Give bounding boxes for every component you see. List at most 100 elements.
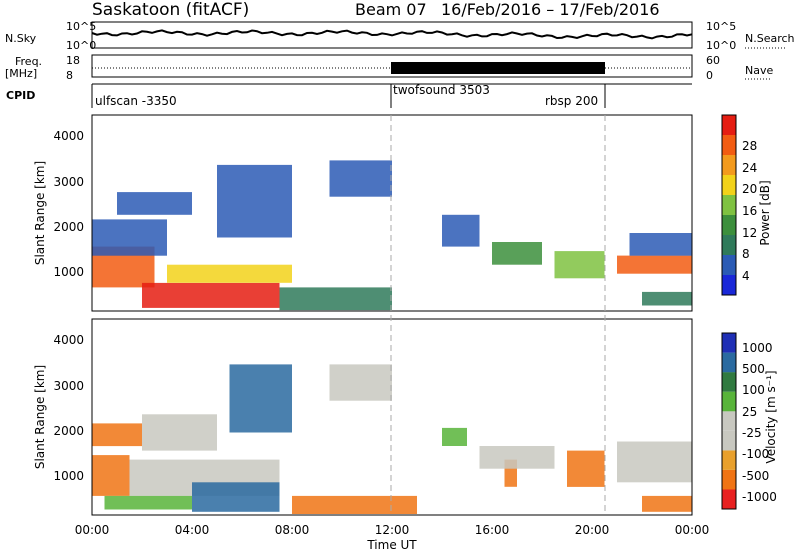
cpid-entry-1: twofsound 3503: [393, 83, 490, 97]
vel-cbar-tick-neg1000: -1000: [742, 490, 777, 504]
power-region-10: [554, 251, 605, 279]
velocity-data: [92, 364, 692, 514]
power-cbar-swatch-2: [722, 235, 736, 255]
velocity-region-0: [92, 455, 130, 496]
power-cbar-tick-4: 4: [742, 269, 750, 283]
beam-label: Beam 07: [355, 0, 427, 19]
freq-label-1: Freq.: [15, 55, 42, 68]
velocity-cbar-swatch-0: [722, 489, 736, 509]
cpid-entry-0: ulfscan -3350: [95, 94, 177, 108]
xtick-0: 00:00: [75, 523, 110, 537]
freq-tick-top: 18: [66, 54, 80, 67]
power-cbar-tick-20: 20: [742, 182, 757, 196]
power-region-6: [279, 287, 392, 311]
power-cbar-swatch-0: [722, 275, 736, 295]
power-cbar-tick-28: 28: [742, 139, 757, 153]
power-cbar-tick-8: 8: [742, 247, 750, 261]
vel-cbar-tick-neg500: -500: [742, 469, 769, 483]
date-range: 16/Feb/2016 – 17/Feb/2016: [441, 0, 660, 19]
velocity-cbar-swatch-1: [722, 469, 736, 490]
velocity-frame: [91, 318, 693, 516]
nsky-panel: N.Sky 10^5 10^0 10^5 10^0 N.Search: [5, 20, 795, 52]
power-region-3: [167, 264, 292, 283]
power-cbar-label: Power [dB]: [758, 180, 772, 245]
power-region-12: [629, 233, 692, 256]
velocity-cbar-swatch-8: [722, 333, 736, 353]
power-cbar-swatch-3: [722, 215, 736, 235]
velocity-cbar-frame: [721, 332, 737, 510]
velocity-ytick-4000: 4000: [53, 333, 84, 347]
power-cbar-swatch-6: [722, 155, 736, 175]
velocity-cbar-swatch-6: [722, 372, 736, 392]
power-cbar-swatch-8: [722, 115, 736, 135]
velocity-region-8: [329, 364, 392, 401]
power-ytick-4000: 4000: [53, 129, 84, 143]
velocity-cbar-swatch-2: [722, 450, 736, 470]
freq-frame: [91, 54, 693, 78]
velocity-cbar-swatch-5: [722, 391, 736, 412]
velocity-region-2: [104, 495, 192, 510]
velocity-cbar-label: Velocity [m s⁻¹]: [764, 370, 778, 463]
power-panel: Slant Range [km] 1000 2000 3000 4000 28 …: [33, 114, 772, 312]
xtick-6: 00:00: [675, 523, 710, 537]
power-region-8: [442, 214, 480, 247]
nsearch-tick-top: 10^5: [706, 20, 736, 33]
power-ytick-1000: 1000: [53, 265, 84, 279]
xtick-1: 04:00: [175, 523, 210, 537]
power-region-7: [329, 160, 392, 197]
power-region-4: [117, 192, 192, 215]
xtick-5: 20:00: [575, 523, 610, 537]
power-cbar-frame: [721, 114, 737, 296]
velocity-panel: Slant Range [km] 1000 2000 3000 4000 100…: [33, 318, 778, 516]
power-cbar-swatch-5: [722, 175, 736, 195]
vel-cbar-tick-100: 100: [742, 383, 765, 397]
vel-cbar-tick-25: 25: [742, 405, 757, 419]
power-region-9: [492, 242, 542, 265]
velocity-ytick-2000: 2000: [53, 424, 84, 438]
power-region-2: [142, 282, 280, 308]
vel-cbar-tick-neg25: -25: [742, 426, 762, 440]
nsky-tick-bottom: 10^0: [66, 39, 96, 52]
velocity-ytick-3000: 3000: [53, 379, 84, 393]
power-colorbar: [721, 114, 737, 296]
velocity-cbar-swatch-7: [722, 352, 736, 373]
velocity-region-14: [642, 495, 692, 512]
velocity-ylabel: Slant Range [km]: [33, 365, 47, 469]
velocity-region-6: [229, 364, 292, 433]
power-region-13: [642, 291, 692, 306]
nsky-curve: [91, 29, 693, 40]
power-region-5: [217, 164, 292, 238]
power-cbar-tick-16: 16: [742, 204, 757, 218]
xtick-2: 08:00: [275, 523, 310, 537]
vel-cbar-tick-neg100: -100: [742, 447, 769, 461]
xtick-4: 16:00: [475, 523, 510, 537]
power-cbar-swatch-4: [722, 195, 736, 215]
velocity-region-3: [192, 482, 280, 512]
power-cbar-swatch-1: [722, 255, 736, 275]
station-title: Saskatoon (fitACF): [92, 0, 249, 20]
velocity-region-13: [617, 441, 692, 483]
x-axis: 00:00 04:00 08:00 12:00 16:00 20:00 00:0…: [75, 523, 710, 552]
cpid-entry-2: rbsp 200: [545, 94, 598, 108]
cpid-panel: CPID ulfscan -3350 twofsound 3503 rbsp 2…: [6, 83, 692, 108]
velocity-region-5: [92, 423, 142, 447]
freq-label-2: [MHz]: [5, 67, 37, 80]
nave-tick-top: 60: [706, 54, 720, 67]
velocity-cbar-swatch-4: [722, 411, 736, 431]
power-cbar-tick-24: 24: [742, 161, 757, 175]
velocity-region-7: [292, 495, 417, 514]
nave-tick-bottom: 0: [706, 69, 713, 82]
power-cbar-tick-12: 12: [742, 226, 757, 240]
x-axis-title: Time UT: [366, 538, 417, 552]
nave-block: [391, 62, 605, 74]
velocity-region-9: [442, 427, 467, 446]
velocity-cbar-swatch-3: [722, 430, 736, 451]
power-data: [92, 160, 692, 311]
power-ytick-3000: 3000: [53, 175, 84, 189]
velocity-colorbar: [721, 332, 737, 510]
power-region-11: [617, 255, 692, 274]
vel-cbar-tick-500: 500: [742, 362, 765, 376]
xtick-3: 12:00: [375, 523, 410, 537]
vel-cbar-tick-1000: 1000: [742, 341, 773, 355]
